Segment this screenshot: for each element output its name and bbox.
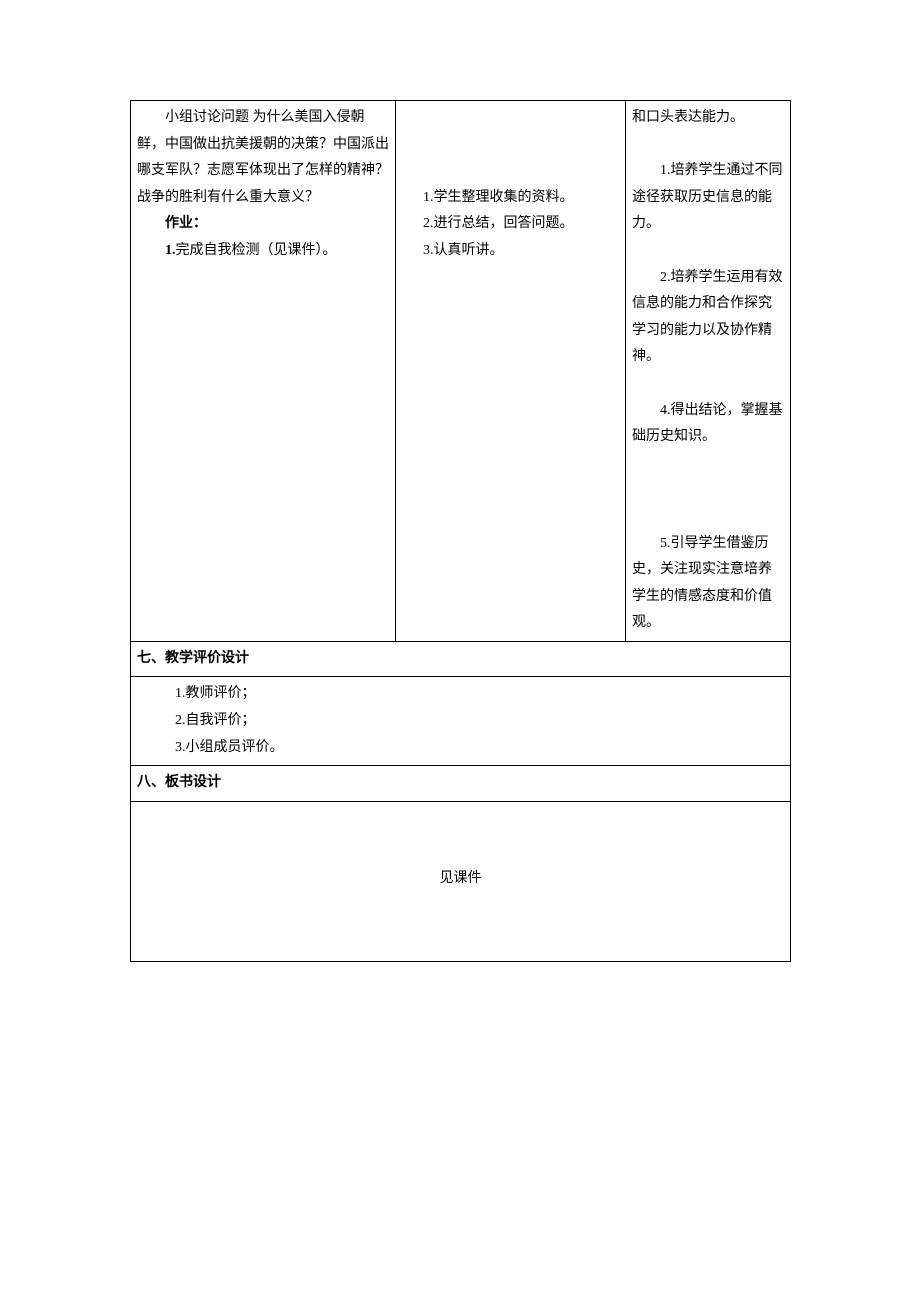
cell-design-intent: 和口头表达能力。 1.培养学生通过不同途径获取历史信息的能力。 2.培养学生运用…: [626, 101, 791, 642]
discussion-question: 小组讨论问题 为什么美国入侵朝鲜，中国做出抗美援朝的决策？中国派出哪支军队？志愿…: [137, 105, 389, 211]
intent-p4: 4.得出结论，掌握基础历史知识。: [632, 398, 784, 451]
heading-row-7: 七、教学评价设计: [131, 641, 791, 677]
board-row: 见课件: [131, 801, 791, 961]
homework-item: 1.完成自我检测（见课件）。: [137, 238, 389, 265]
eval-line-2: 2.自我评价；: [175, 708, 784, 735]
intent-p5: 5.引导学生借鉴历史，关注现实注意培养学生的情感态度和价值观。: [632, 531, 784, 637]
intent-p2: 2.培养学生运用有效信息的能力和合作探究学习的能力以及协作精神。: [632, 265, 784, 371]
evaluation-cell: 1.教师评价； 2.自我评价； 3.小组成员评价。: [131, 677, 791, 766]
intent-p0: 和口头表达能力。: [632, 110, 744, 125]
content-row: 小组讨论问题 为什么美国入侵朝鲜，中国做出抗美援朝的决策？中国派出哪支军队？志愿…: [131, 101, 791, 642]
intent-p1: 1.培养学生通过不同途径获取历史信息的能力。: [632, 158, 784, 238]
homework-label: 作业：: [137, 211, 389, 238]
evaluation-row: 1.教师评价； 2.自我评价； 3.小组成员评价。: [131, 677, 791, 766]
heading-row-8: 八、板书设计: [131, 766, 791, 802]
student-line-1: 1.学生整理收集的资料。: [402, 185, 619, 212]
cell-teacher-activity: 小组讨论问题 为什么美国入侵朝鲜，中国做出抗美援朝的决策？中国派出哪支军队？志愿…: [131, 101, 396, 642]
heading-7: 七、教学评价设计: [131, 641, 791, 677]
eval-line-3: 3.小组成员评价。: [175, 735, 784, 762]
heading-8: 八、板书设计: [131, 766, 791, 802]
cell-student-activity: 1.学生整理收集的资料。 2.进行总结，回答问题。 3.认真听讲。: [396, 101, 626, 642]
student-line-2: 2.进行总结，回答问题。: [402, 211, 619, 238]
eval-line-1: 1.教师评价；: [175, 681, 784, 708]
lesson-plan-table: 小组讨论问题 为什么美国入侵朝鲜，中国做出抗美援朝的决策？中国派出哪支军队？志愿…: [130, 100, 791, 962]
board-text: 见课件: [137, 806, 784, 893]
board-cell: 见课件: [131, 801, 791, 961]
student-line-3: 3.认真听讲。: [402, 238, 619, 265]
